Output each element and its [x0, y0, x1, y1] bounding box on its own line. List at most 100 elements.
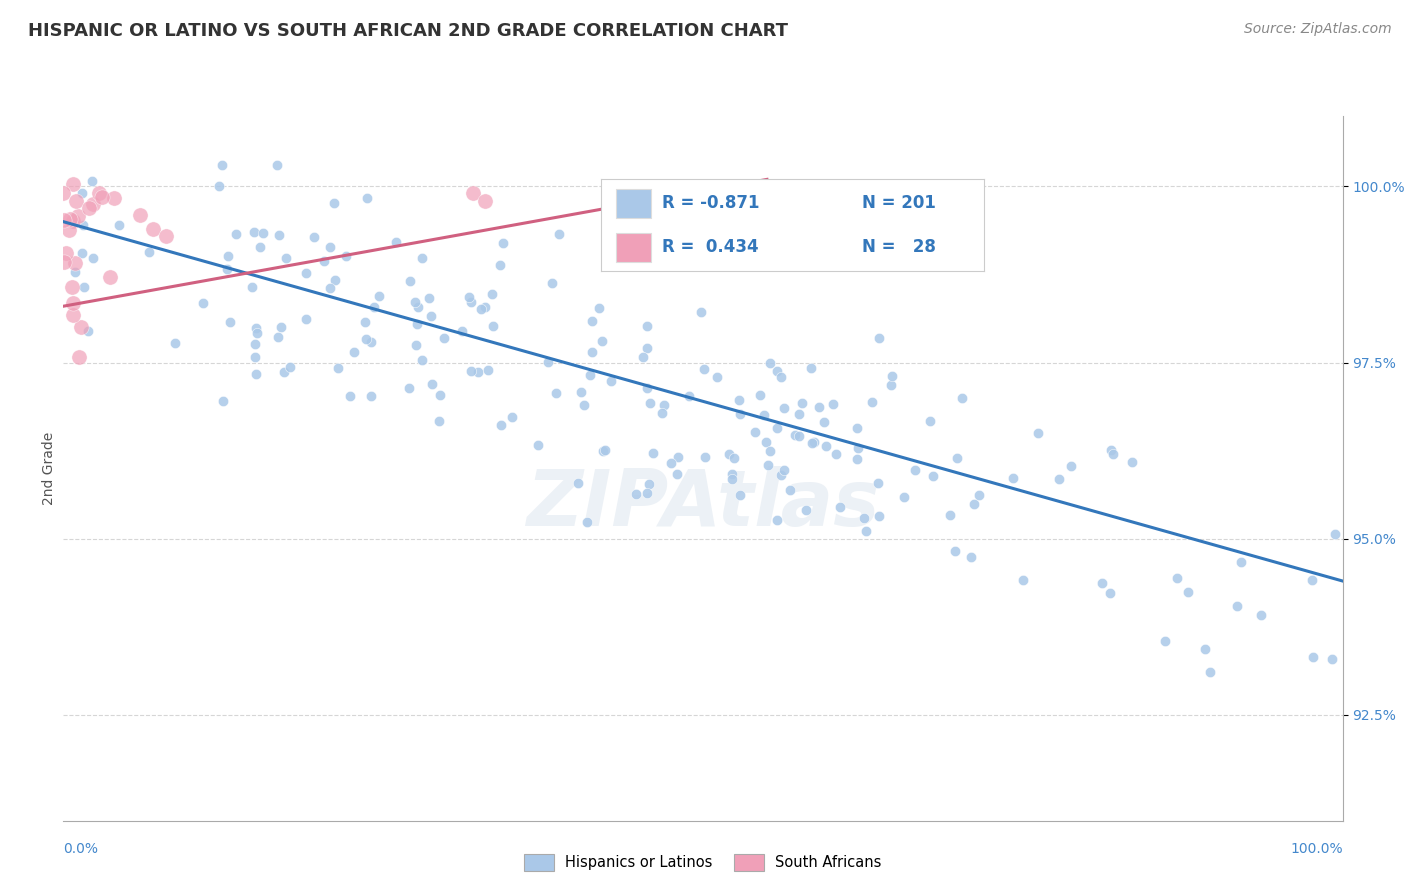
Point: [579, 368, 602, 382]
Point: [460, 364, 482, 378]
Point: [62, 177, 84, 191]
Text: N = 201: N = 201: [862, 194, 935, 212]
Point: [461, 186, 484, 201]
Point: [225, 227, 247, 241]
Point: [245, 321, 267, 335]
Point: [1101, 447, 1123, 461]
Point: [807, 400, 830, 414]
Point: [633, 350, 655, 364]
Point: [659, 456, 682, 470]
Point: [460, 294, 482, 309]
Point: [103, 191, 125, 205]
Point: [537, 355, 560, 369]
Point: [245, 368, 267, 382]
Point: [142, 221, 165, 235]
Point: [243, 336, 266, 351]
Point: [323, 196, 346, 211]
Point: [665, 467, 688, 482]
Point: [353, 315, 375, 329]
Point: [53, 212, 76, 227]
Point: [70, 186, 93, 200]
Point: [787, 429, 810, 443]
Point: [274, 251, 297, 265]
Point: [755, 435, 778, 450]
Point: [641, 446, 664, 460]
Point: [765, 513, 787, 527]
Point: [76, 324, 98, 338]
Point: [219, 315, 242, 329]
Text: R =  0.434: R = 0.434: [662, 238, 759, 256]
Point: [879, 378, 901, 392]
Point: [278, 360, 301, 375]
Point: [249, 240, 271, 254]
Point: [939, 508, 962, 522]
Text: 0.0%: 0.0%: [63, 842, 98, 855]
Point: [904, 463, 927, 477]
Point: [474, 300, 496, 314]
Point: [217, 261, 239, 276]
Point: [82, 197, 104, 211]
Point: [62, 295, 84, 310]
Point: [548, 227, 571, 242]
Point: [823, 397, 845, 411]
Point: [82, 251, 104, 265]
Point: [759, 356, 782, 370]
Point: [624, 487, 647, 501]
Point: [792, 396, 814, 410]
Point: [1012, 573, 1035, 587]
Point: [408, 300, 430, 314]
Point: [481, 286, 503, 301]
Point: [569, 384, 592, 399]
Point: [67, 350, 90, 364]
Point: [572, 398, 595, 412]
Point: [470, 301, 492, 316]
Point: [693, 361, 716, 376]
Point: [420, 377, 443, 392]
Point: [773, 463, 796, 477]
Point: [427, 413, 450, 427]
Point: [243, 350, 266, 364]
Point: [803, 435, 825, 450]
Point: [967, 488, 990, 502]
Point: [65, 256, 87, 270]
Point: [1199, 665, 1222, 679]
Point: [770, 468, 793, 483]
Point: [950, 391, 973, 405]
Point: [328, 361, 350, 376]
Point: [636, 382, 658, 396]
Point: [489, 258, 512, 272]
Point: [706, 369, 728, 384]
Point: [963, 497, 986, 511]
Point: [405, 317, 427, 331]
Point: [60, 280, 83, 294]
Point: [477, 363, 499, 377]
Point: [773, 401, 796, 416]
Point: [129, 208, 152, 222]
Point: [1323, 527, 1346, 541]
Point: [360, 389, 382, 403]
Point: [73, 280, 96, 294]
Point: [418, 291, 440, 305]
Point: [581, 345, 603, 359]
Point: [474, 194, 496, 208]
Point: [637, 476, 659, 491]
Point: [723, 450, 745, 465]
Point: [860, 395, 883, 409]
Point: [1229, 555, 1251, 569]
Point: [492, 236, 515, 251]
Point: [273, 365, 295, 379]
Point: [828, 500, 851, 515]
Point: [1166, 571, 1188, 585]
Point: [252, 226, 274, 240]
Point: [1099, 586, 1122, 600]
Point: [433, 331, 456, 345]
Point: [482, 318, 505, 333]
Point: [1153, 634, 1175, 648]
Point: [1099, 443, 1122, 458]
Point: [846, 442, 869, 456]
Point: [70, 246, 93, 260]
Point: [339, 389, 361, 403]
Point: [868, 508, 890, 523]
Point: [245, 326, 267, 340]
Point: [467, 366, 489, 380]
